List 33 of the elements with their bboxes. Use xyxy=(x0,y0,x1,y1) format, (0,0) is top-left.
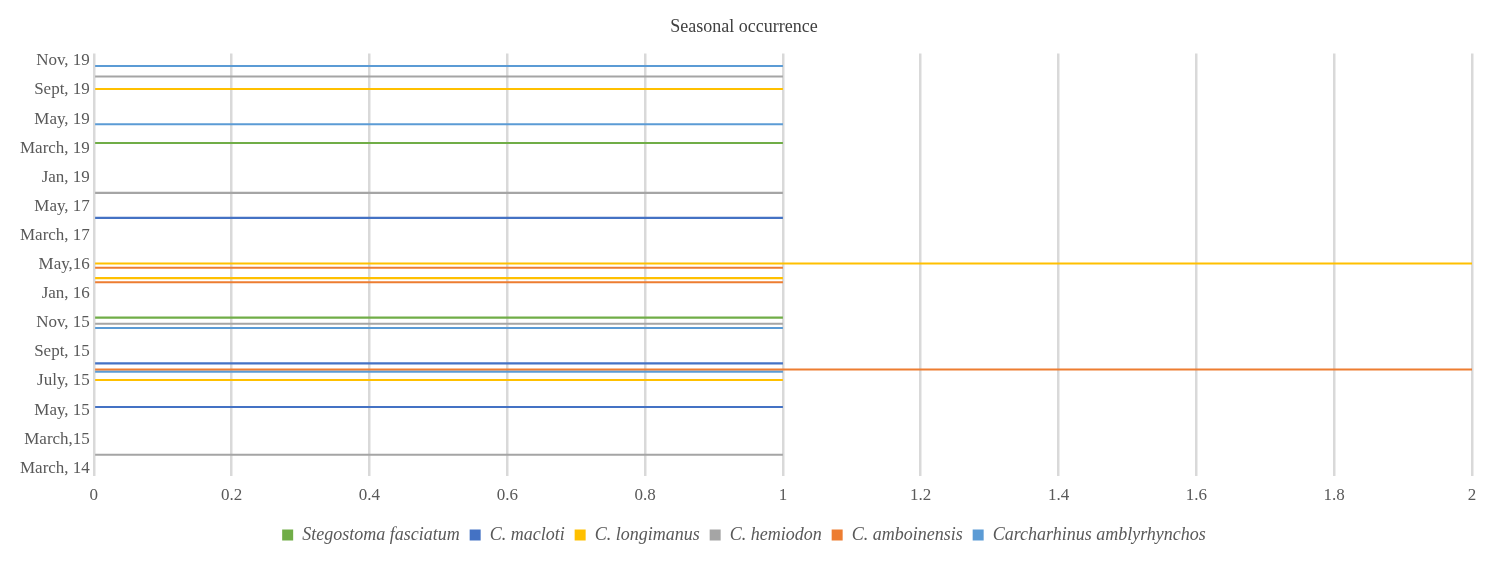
x-tick-label: 1 xyxy=(778,485,788,505)
y-tick-label: Sept, 19 xyxy=(34,79,90,99)
y-tick-label: May, 15 xyxy=(34,399,90,419)
y-tick-label: May, 17 xyxy=(34,195,91,215)
x-tick-label: 0.4 xyxy=(358,485,381,505)
y-tick-label: July, 15 xyxy=(37,370,90,390)
x-tick-label: 0.6 xyxy=(496,485,518,505)
y-tick-label: Nov, 15 xyxy=(36,312,90,332)
legend-label: C. longimanus xyxy=(594,523,700,544)
y-tick-label: Jan, 19 xyxy=(41,166,90,186)
x-tick-label: 0.8 xyxy=(634,485,656,505)
y-tick-label: March,15 xyxy=(24,428,90,448)
y-tick-label: May, 19 xyxy=(34,108,90,128)
y-tick-label: March, 17 xyxy=(19,224,91,244)
legend-label: C. macloti xyxy=(489,523,565,544)
x-tick-label: 1.6 xyxy=(1185,485,1207,505)
legend-label: C. amboinensis xyxy=(851,523,963,544)
chart-title: Seasonal occurrence xyxy=(670,15,818,36)
legend-label: Stegostoma fasciatum xyxy=(302,523,460,544)
x-tick-label: 0.2 xyxy=(221,485,243,505)
x-tick-label: 2 xyxy=(1467,485,1477,505)
x-tick-label: 1.8 xyxy=(1323,485,1345,505)
y-tick-label: Sept, 15 xyxy=(34,341,90,361)
y-tick-label: Nov, 19 xyxy=(36,50,90,70)
y-tick-label: Jan, 16 xyxy=(41,283,90,303)
x-tick-label: 0 xyxy=(89,485,99,505)
y-tick-label: March, 14 xyxy=(19,457,91,477)
y-tick-label: March, 19 xyxy=(19,137,90,157)
legend-label: Carcharhinus amblyrhynchos xyxy=(992,523,1206,544)
x-tick-label: 1.2 xyxy=(910,485,932,505)
x-tick-label: 1.4 xyxy=(1047,485,1070,505)
y-tick-label: May,16 xyxy=(38,254,90,274)
legend-label: C. hemiodon xyxy=(729,523,822,544)
